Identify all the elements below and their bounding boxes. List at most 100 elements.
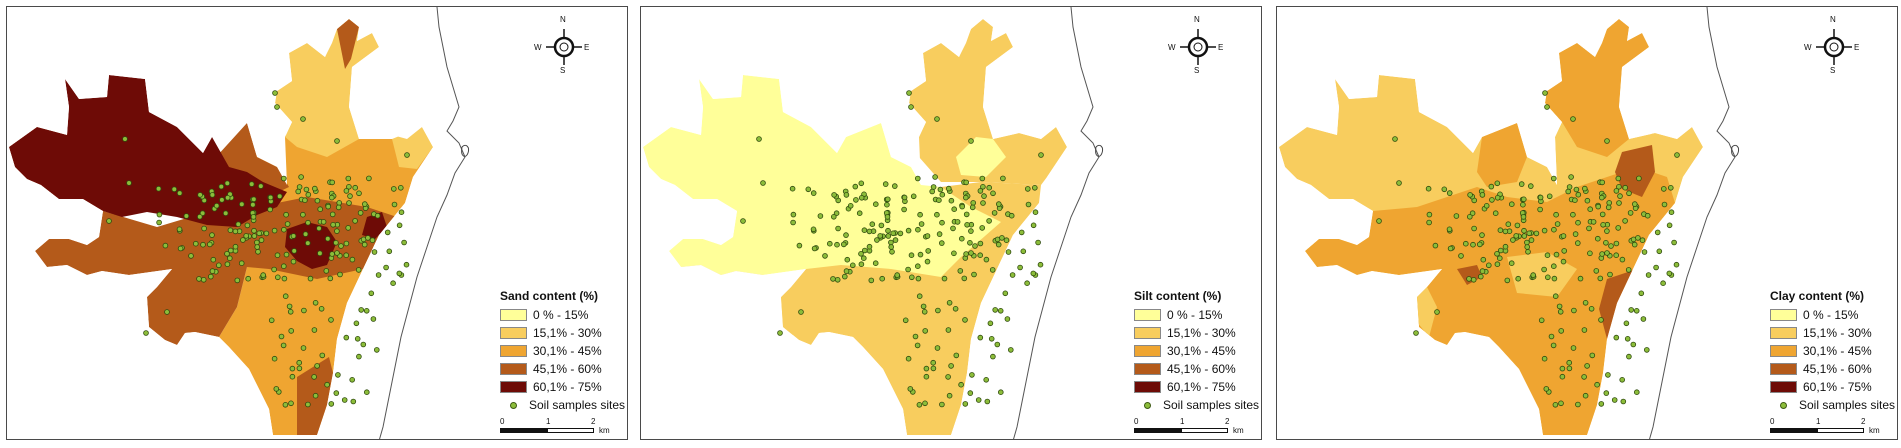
sample-site [1575,401,1581,408]
sample-site [932,174,938,180]
legend-label: Soil samples sites [529,398,626,412]
sample-site [354,335,361,342]
sample-site [1514,222,1521,229]
sample-site [209,192,216,198]
legend-title: Silt content (%) [1134,289,1222,303]
sample-site [922,328,929,334]
sample-site [1538,317,1545,324]
sample-site [977,334,984,341]
legend-title: Sand content (%) [500,289,598,303]
sample-site [1671,239,1677,246]
sample-site [1003,237,1010,244]
sample-site [1030,270,1037,277]
sample-site [856,210,863,217]
sample-site [361,201,368,207]
sample-site [177,245,184,252]
sample-site [1660,280,1666,287]
sample-site [914,263,921,270]
sample-site [852,183,859,190]
sample-site [1616,184,1622,190]
sample-site [853,197,859,203]
sample-site [288,328,295,334]
sample-site [1488,183,1495,190]
sample-site [224,261,231,268]
sample-site [1480,256,1487,263]
soil-class-zone [1305,167,1675,435]
sample-site [1467,192,1473,198]
sample-site [1551,275,1558,282]
legend-label: 60,1% - 75% [1167,380,1236,394]
sample-site [1660,186,1667,192]
sample-site [889,249,895,255]
sample-site [207,241,213,248]
sample-site [917,251,924,258]
sample-site [196,276,202,282]
sample-site [1623,320,1630,327]
sample-site [977,188,984,194]
compass-north-label: N [560,15,566,24]
sample-site [948,197,955,204]
sample-site [1627,210,1634,216]
sample-site [1640,316,1647,322]
sample-site [987,320,994,327]
sample-site [355,267,362,273]
sample-site [329,179,336,186]
sample-site [1631,241,1638,248]
sample-site [1426,211,1433,218]
sample-site [244,222,251,229]
sample-site [1537,206,1543,213]
sample-site [323,268,330,274]
legend-item: 0 % - 15% [1134,306,1261,324]
sample-site [374,212,381,219]
sample-site [1552,401,1559,408]
sample-site [1466,276,1472,282]
sample-site [390,186,397,192]
sample-site [990,190,996,197]
sample-site [267,206,273,213]
sample-site [346,184,352,190]
sample-site [983,256,990,263]
sample-site [885,227,891,234]
sample-site [941,275,948,282]
sample-site [827,240,833,247]
sample-site [369,237,376,244]
sample-site [1528,183,1534,189]
sample-site [1035,239,1041,246]
sample-site [1550,175,1557,182]
sample-site [1582,299,1589,306]
sample-site [197,214,203,220]
legend-label: 45,1% - 60% [533,362,602,376]
sample-site [317,206,324,213]
map-legend: Clay content (%) 0 % - 15% 15,1% - 30% 3… [1770,289,1897,414]
sample-site [945,185,952,192]
sample-site [858,251,864,257]
sample-site [1537,194,1544,201]
legend-label: 0 % - 15% [533,308,589,322]
sample-site [874,237,880,243]
compass-rose-icon [1816,29,1852,65]
sample-site [1645,272,1652,278]
legend-swatch [1770,309,1797,321]
sample-site [1505,221,1512,228]
sample-site [201,225,207,232]
scale-unit: km [599,426,610,435]
sample-site [1477,241,1483,248]
soil-class-layer [643,19,1067,435]
sample-site [1000,175,1006,182]
north-arrow-icon: N S E W [1804,15,1861,75]
north-arrow-icon: N S E W [534,15,591,75]
sample-site [1520,214,1527,220]
coastline [1649,7,1736,439]
sample-site [333,390,340,396]
sample-site [1572,231,1579,237]
soil-class-zone [1477,123,1527,187]
soil-class-zone [909,19,1067,185]
sample-site [962,194,969,201]
compass-south-label: S [1194,66,1200,75]
sample-site [888,244,895,250]
sample-site [352,184,359,191]
sample-site [317,250,323,257]
sample-site [939,219,945,226]
sample-site [1446,190,1453,196]
sample-site [271,266,277,273]
